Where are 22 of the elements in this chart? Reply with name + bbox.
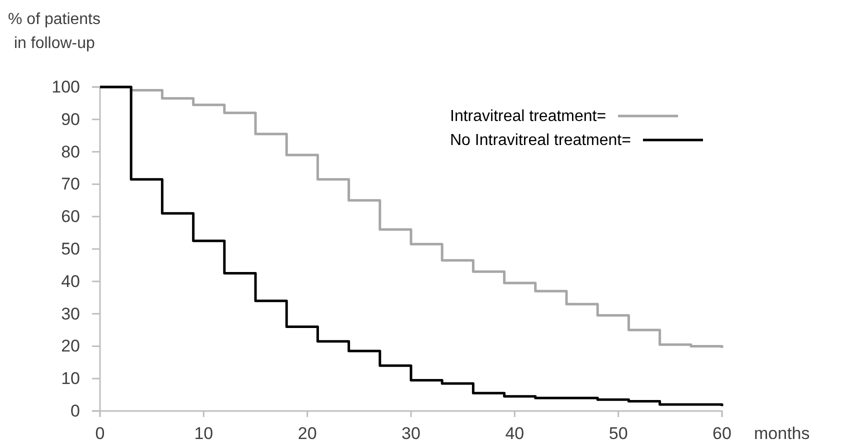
legend-label: Intravitreal treatment= <box>450 108 606 125</box>
y-tick-label: 50 <box>61 239 80 258</box>
y-tick-label: 30 <box>61 304 80 324</box>
x-tick-label: 10 <box>194 424 214 444</box>
y-tick-label: 70 <box>61 174 80 194</box>
x-tick-label: 20 <box>298 424 317 444</box>
x-tick-label: 30 <box>402 424 420 444</box>
y-tick-label: 100 <box>52 77 80 96</box>
x-axis-title: months <box>754 424 810 443</box>
y-tick-label: 20 <box>61 336 80 356</box>
y-tick-label: 60 <box>61 207 80 226</box>
y-tick-label: 40 <box>61 272 80 291</box>
x-tick-label: 0 <box>95 424 105 444</box>
y-tick-label: 90 <box>61 110 80 129</box>
legend-label: No Intravitreal treatment= <box>450 132 631 149</box>
y-axis-title: % of patients in follow-up <box>8 11 100 52</box>
y-tick-label: 0 <box>70 401 80 420</box>
y-tick-label: 80 <box>61 142 80 162</box>
x-tick-label: 60 <box>712 424 732 444</box>
x-tick-label: 50 <box>608 424 628 444</box>
x-tick-label: 40 <box>505 424 524 444</box>
y-tick-label: 10 <box>61 369 80 388</box>
